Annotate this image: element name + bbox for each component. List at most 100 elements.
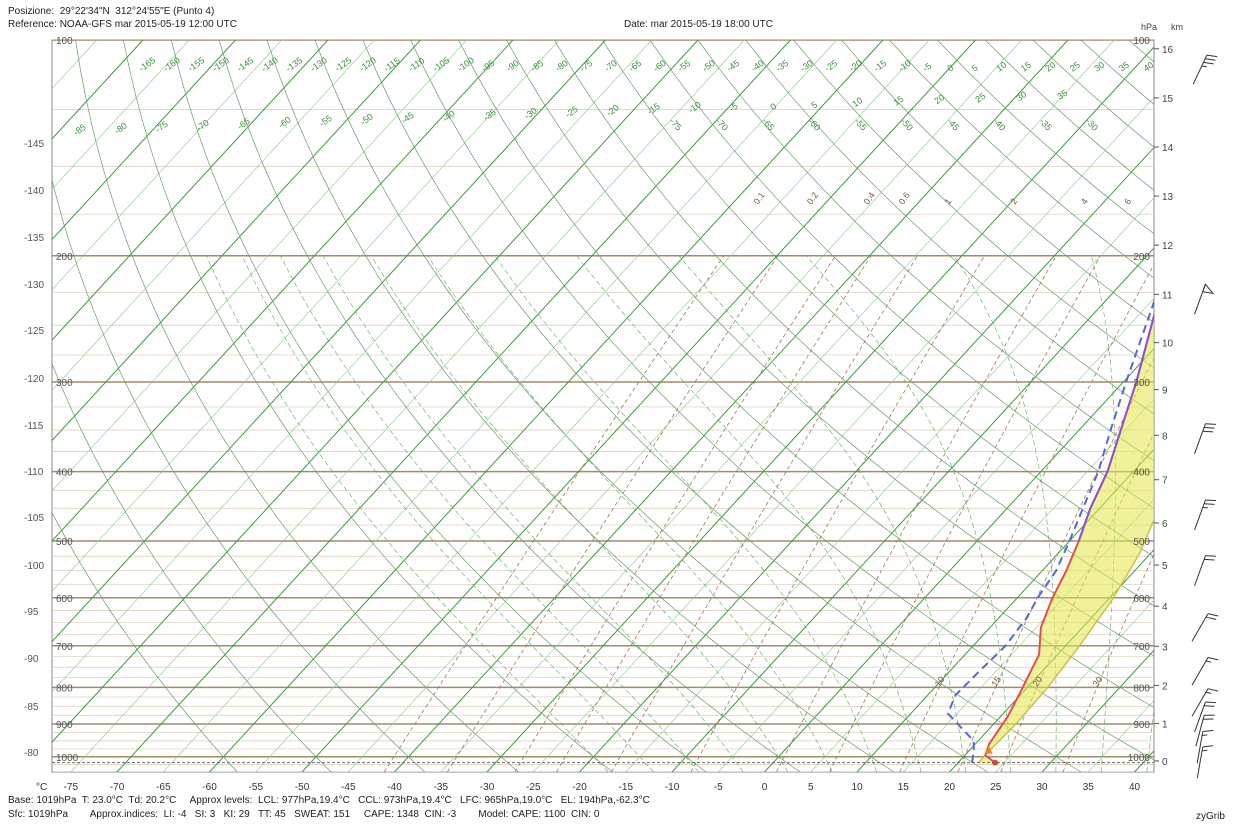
x-tick-label: 10 xyxy=(851,782,863,793)
pressure-tick-left: 1000 xyxy=(56,753,79,764)
dry-adiabat-line xyxy=(410,40,1154,761)
wind-barb xyxy=(1195,714,1215,747)
mixing-ratio-line xyxy=(611,255,918,772)
pressure-tick-right: 700 xyxy=(1133,642,1150,653)
left-tick-label: -115 xyxy=(24,421,44,432)
dry-adiabat-label: 30 xyxy=(1092,60,1106,74)
dry-adiabat-line xyxy=(506,40,1154,657)
pressure-tick-left: 400 xyxy=(56,468,73,479)
left-tick-label: -95 xyxy=(24,607,39,618)
isotherm-line xyxy=(718,297,1154,772)
pressure-tick-left: 300 xyxy=(56,378,73,389)
x-tick-label: 35 xyxy=(1083,782,1095,793)
moist-adiabat-label: 15 xyxy=(891,94,905,108)
x-tick-label: -15 xyxy=(619,782,634,793)
moist-adiabat-line xyxy=(427,255,833,772)
height-tick-label: 8 xyxy=(1162,431,1168,442)
height-tick-label: 11 xyxy=(1162,290,1173,301)
wind-barb xyxy=(1192,54,1218,85)
moist-adiabat-line xyxy=(206,255,609,772)
moist-adiabat-line xyxy=(1146,707,1154,772)
x-tick-label: -20 xyxy=(572,782,587,793)
wind-barb xyxy=(1196,745,1214,779)
x-tick-label: -75 xyxy=(64,782,79,793)
footer-line1: Base: 1019hPa T: 23.0°C Td: 20.2°C Appro… xyxy=(8,795,650,806)
dry-adiabat-line xyxy=(362,40,1082,772)
isotherm-line xyxy=(533,96,1154,772)
dry-adiabat-label: 25 xyxy=(1068,60,1082,74)
isotherm-line xyxy=(52,40,606,643)
pressure-tick-right: 900 xyxy=(1133,720,1150,731)
dry-adiabat-label: 5 xyxy=(970,63,980,74)
left-tick-label: -80 xyxy=(24,748,39,759)
mixing-ratio-line xyxy=(556,255,872,772)
surface-temperature-marker xyxy=(992,759,999,766)
x-tick-label: -70 xyxy=(110,782,125,793)
dry-adiabat-label: 20 xyxy=(1043,60,1057,74)
pressure-tick-right: 1000 xyxy=(1128,753,1151,764)
dry-adiabat-line xyxy=(218,40,801,772)
x-tick-label: 30 xyxy=(1036,782,1048,793)
mixing-ratio-line xyxy=(690,255,985,772)
isotherm-line xyxy=(52,40,282,291)
footer-line2: Sfc: 1019hPa Approx.indices: LI: -4 SI: … xyxy=(8,809,600,820)
height-unit-label: km xyxy=(1171,22,1183,32)
x-tick-label: -30 xyxy=(480,782,495,793)
date-text: Date: mar 2015-05-19 18:00 UTC xyxy=(624,19,773,30)
mixing-ratio-line xyxy=(829,255,1101,772)
moist-adiabat-line xyxy=(322,255,744,772)
x-tick-label: -40 xyxy=(387,782,402,793)
isotherm-line xyxy=(764,347,1154,772)
x-tick-label: -50 xyxy=(295,782,310,793)
isotherm-line xyxy=(52,40,329,341)
plot-area xyxy=(51,39,1155,773)
pressure-unit-label: hPa xyxy=(1141,22,1157,32)
height-tick-label: 3 xyxy=(1162,642,1168,653)
moist-adiabat-label: 0 xyxy=(768,101,778,112)
moist-adiabat-line xyxy=(1091,255,1116,772)
x-tick-label: -55 xyxy=(249,782,264,793)
x-tick-label: 5 xyxy=(808,782,814,793)
pressure-tick-right: 500 xyxy=(1133,537,1150,548)
height-tick-label: 16 xyxy=(1162,45,1174,56)
left-tick-label: -120 xyxy=(24,374,44,385)
x-tick-label: 0 xyxy=(762,782,768,793)
left-tick-label: -100 xyxy=(24,561,44,572)
mixing-ratio-label: 30 xyxy=(1091,675,1105,689)
height-tick-label: 9 xyxy=(1162,386,1168,397)
isotherm-line xyxy=(52,40,699,743)
wind-barb xyxy=(1194,555,1216,586)
height-tick-label: 10 xyxy=(1162,339,1174,350)
dry-adiabat-line xyxy=(52,362,332,772)
dry-adiabat-line xyxy=(1177,40,1238,772)
temperature-upper-line xyxy=(1077,312,1154,542)
isotherm-line xyxy=(52,40,560,592)
dry-adiabat-line xyxy=(314,40,988,772)
pressure-tick-right: 200 xyxy=(1133,252,1150,263)
pressure-tick-right: 400 xyxy=(1133,468,1150,479)
isotherm-line xyxy=(255,40,930,772)
isotherm-line xyxy=(0,40,4,772)
cape-area xyxy=(978,315,1154,763)
dry-adiabat-line xyxy=(123,40,613,772)
isotherm-line xyxy=(52,40,467,492)
dry-adiabat-label: 0 xyxy=(945,63,955,74)
left-tick-label: -110 xyxy=(24,467,44,478)
mixing-ratio-line xyxy=(383,255,725,772)
isotherm-line xyxy=(903,499,1154,772)
x-tick-label: 15 xyxy=(898,782,910,793)
x-tick-label: -35 xyxy=(434,782,449,793)
left-tick-label: -145 xyxy=(24,139,44,150)
pressure-tick-left: 700 xyxy=(56,642,73,653)
isotherm-line xyxy=(995,599,1154,772)
pressure-tick-left: 900 xyxy=(56,720,73,731)
height-tick-label: 14 xyxy=(1162,143,1174,154)
pressure-tick-left: 500 xyxy=(56,537,73,548)
pressure-tick-right: 600 xyxy=(1133,594,1150,605)
dry-adiabat-line xyxy=(458,40,1154,708)
moist-adiabat-line xyxy=(806,255,1012,772)
isotherm-line xyxy=(163,40,837,772)
isotherm-line xyxy=(625,197,1154,772)
height-tick-label: 2 xyxy=(1162,681,1168,692)
